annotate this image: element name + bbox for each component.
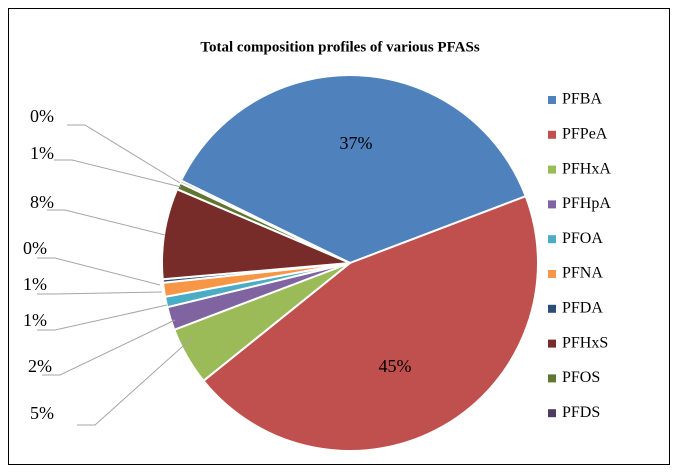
legend-swatch [548,130,556,139]
legend-swatch [548,304,556,313]
leader-line [37,304,168,331]
legend-label: PFBA [562,91,602,108]
leader-line [47,209,166,236]
chart-title: Total composition profiles of various PF… [200,39,479,55]
data-label: 37% [340,133,373,153]
data-label: 2% [28,356,52,376]
pie-slice [161,187,351,281]
data-label: 1% [23,310,47,330]
legend-label: PFHxS [562,334,608,351]
leader-line [67,124,181,184]
pie-slice [202,194,539,452]
leader-line [77,337,193,426]
legend-label: PFHxA [562,160,611,177]
legend-swatch [548,339,556,348]
legend-swatch [548,235,556,244]
data-label: 5% [30,403,54,423]
leader-line [42,319,176,376]
legend-label: PFDS [562,404,600,421]
data-label: 1% [30,143,54,163]
legend-swatch [548,409,556,418]
legend-label: PFHpA [562,195,611,212]
legend-swatch [548,270,556,278]
leader-line [37,257,161,286]
data-label: 0% [23,238,47,258]
leader-line [37,291,163,295]
data-label: 1% [23,274,47,294]
data-label: 45% [379,356,412,376]
data-label: 8% [30,192,54,212]
legend-label: PFOA [562,230,603,247]
legend-swatch [548,374,556,383]
pie-slice [179,74,528,265]
leader-line [54,159,182,188]
legend-swatch [548,165,556,174]
data-label: 0% [30,106,54,126]
legend-label: PFNA [562,265,603,282]
legend-swatch [548,200,556,209]
legend-label: PFOS [562,369,600,386]
legend-swatch [548,96,556,104]
legend-label: PFPeA [562,125,608,142]
legend-label: PFDA [562,299,603,316]
